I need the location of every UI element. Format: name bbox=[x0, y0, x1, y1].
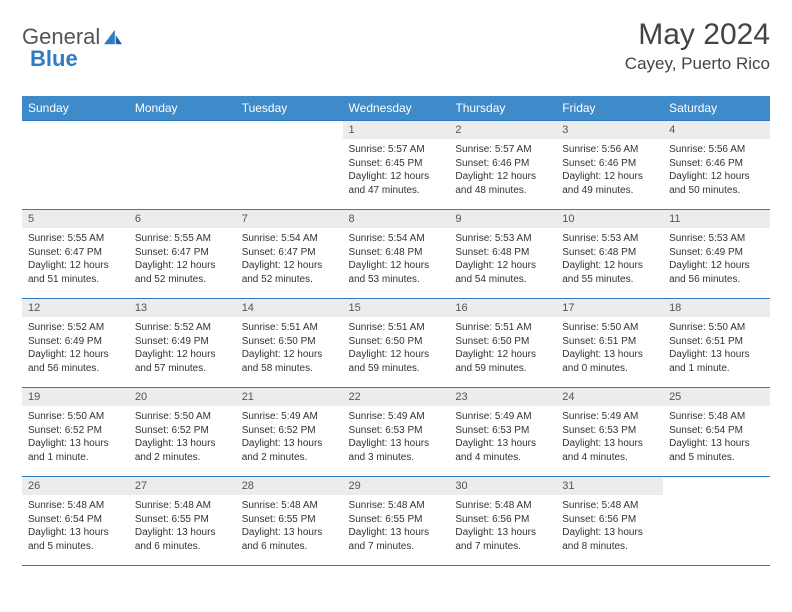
day-details: Sunrise: 5:48 AMSunset: 6:54 PMDaylight:… bbox=[22, 495, 129, 566]
day-details: Sunrise: 5:50 AMSunset: 6:51 PMDaylight:… bbox=[663, 317, 770, 388]
day-number: 6 bbox=[129, 210, 236, 229]
day-details: Sunrise: 5:49 AMSunset: 6:52 PMDaylight:… bbox=[236, 406, 343, 477]
day-details: Sunrise: 5:50 AMSunset: 6:52 PMDaylight:… bbox=[129, 406, 236, 477]
day-number: 19 bbox=[22, 388, 129, 407]
day-details: Sunrise: 5:49 AMSunset: 6:53 PMDaylight:… bbox=[449, 406, 556, 477]
day-details: Sunrise: 5:49 AMSunset: 6:53 PMDaylight:… bbox=[556, 406, 663, 477]
day-details: Sunrise: 5:57 AMSunset: 6:46 PMDaylight:… bbox=[449, 139, 556, 210]
day-number: 15 bbox=[343, 299, 450, 318]
calendar-table: SundayMondayTuesdayWednesdayThursdayFrid… bbox=[22, 96, 770, 566]
week-daynum-row: 262728293031 bbox=[22, 477, 770, 496]
day-details: Sunrise: 5:49 AMSunset: 6:53 PMDaylight:… bbox=[343, 406, 450, 477]
day-number: 30 bbox=[449, 477, 556, 496]
day-number: 22 bbox=[343, 388, 450, 407]
day-number: 9 bbox=[449, 210, 556, 229]
week-detail-row: Sunrise: 5:55 AMSunset: 6:47 PMDaylight:… bbox=[22, 228, 770, 299]
day-header-wednesday: Wednesday bbox=[343, 96, 450, 121]
day-header-tuesday: Tuesday bbox=[236, 96, 343, 121]
day-header-sunday: Sunday bbox=[22, 96, 129, 121]
day-number: 3 bbox=[556, 121, 663, 140]
sail-icon bbox=[102, 28, 124, 46]
day-number: 4 bbox=[663, 121, 770, 140]
day-header-saturday: Saturday bbox=[663, 96, 770, 121]
day-details bbox=[129, 139, 236, 210]
day-number bbox=[663, 477, 770, 496]
day-details: Sunrise: 5:55 AMSunset: 6:47 PMDaylight:… bbox=[22, 228, 129, 299]
day-number: 27 bbox=[129, 477, 236, 496]
day-number: 13 bbox=[129, 299, 236, 318]
day-details: Sunrise: 5:56 AMSunset: 6:46 PMDaylight:… bbox=[663, 139, 770, 210]
day-details: Sunrise: 5:56 AMSunset: 6:46 PMDaylight:… bbox=[556, 139, 663, 210]
day-details: Sunrise: 5:50 AMSunset: 6:51 PMDaylight:… bbox=[556, 317, 663, 388]
day-number: 31 bbox=[556, 477, 663, 496]
day-number: 21 bbox=[236, 388, 343, 407]
day-details: Sunrise: 5:52 AMSunset: 6:49 PMDaylight:… bbox=[129, 317, 236, 388]
day-details: Sunrise: 5:57 AMSunset: 6:45 PMDaylight:… bbox=[343, 139, 450, 210]
day-number: 28 bbox=[236, 477, 343, 496]
day-details: Sunrise: 5:48 AMSunset: 6:56 PMDaylight:… bbox=[449, 495, 556, 566]
day-number: 17 bbox=[556, 299, 663, 318]
page-header: General May 2024 Cayey, Puerto Rico bbox=[22, 18, 770, 74]
week-daynum-row: 1234 bbox=[22, 121, 770, 140]
day-header-monday: Monday bbox=[129, 96, 236, 121]
day-number bbox=[22, 121, 129, 140]
month-title: May 2024 bbox=[625, 18, 770, 52]
calendar-header-row: SundayMondayTuesdayWednesdayThursdayFrid… bbox=[22, 96, 770, 121]
day-details: Sunrise: 5:55 AMSunset: 6:47 PMDaylight:… bbox=[129, 228, 236, 299]
day-details: Sunrise: 5:53 AMSunset: 6:49 PMDaylight:… bbox=[663, 228, 770, 299]
week-detail-row: Sunrise: 5:50 AMSunset: 6:52 PMDaylight:… bbox=[22, 406, 770, 477]
day-details: Sunrise: 5:53 AMSunset: 6:48 PMDaylight:… bbox=[556, 228, 663, 299]
location-label: Cayey, Puerto Rico bbox=[625, 54, 770, 74]
week-detail-row: Sunrise: 5:57 AMSunset: 6:45 PMDaylight:… bbox=[22, 139, 770, 210]
day-number bbox=[129, 121, 236, 140]
day-details: Sunrise: 5:54 AMSunset: 6:48 PMDaylight:… bbox=[343, 228, 450, 299]
day-details: Sunrise: 5:50 AMSunset: 6:52 PMDaylight:… bbox=[22, 406, 129, 477]
week-detail-row: Sunrise: 5:48 AMSunset: 6:54 PMDaylight:… bbox=[22, 495, 770, 566]
week-daynum-row: 567891011 bbox=[22, 210, 770, 229]
day-details: Sunrise: 5:52 AMSunset: 6:49 PMDaylight:… bbox=[22, 317, 129, 388]
day-details: Sunrise: 5:48 AMSunset: 6:55 PMDaylight:… bbox=[129, 495, 236, 566]
day-details bbox=[236, 139, 343, 210]
day-number bbox=[236, 121, 343, 140]
day-number: 29 bbox=[343, 477, 450, 496]
day-details: Sunrise: 5:51 AMSunset: 6:50 PMDaylight:… bbox=[236, 317, 343, 388]
day-number: 26 bbox=[22, 477, 129, 496]
day-details: Sunrise: 5:54 AMSunset: 6:47 PMDaylight:… bbox=[236, 228, 343, 299]
day-details: Sunrise: 5:48 AMSunset: 6:54 PMDaylight:… bbox=[663, 406, 770, 477]
logo-text-blue: Blue bbox=[30, 46, 78, 71]
day-details: Sunrise: 5:48 AMSunset: 6:55 PMDaylight:… bbox=[343, 495, 450, 566]
title-block: May 2024 Cayey, Puerto Rico bbox=[625, 18, 770, 74]
day-details bbox=[22, 139, 129, 210]
day-number: 20 bbox=[129, 388, 236, 407]
day-header-friday: Friday bbox=[556, 96, 663, 121]
day-details bbox=[663, 495, 770, 566]
day-number: 5 bbox=[22, 210, 129, 229]
day-details: Sunrise: 5:48 AMSunset: 6:55 PMDaylight:… bbox=[236, 495, 343, 566]
day-number: 24 bbox=[556, 388, 663, 407]
day-number: 12 bbox=[22, 299, 129, 318]
day-number: 18 bbox=[663, 299, 770, 318]
day-number: 10 bbox=[556, 210, 663, 229]
day-number: 2 bbox=[449, 121, 556, 140]
day-number: 8 bbox=[343, 210, 450, 229]
day-details: Sunrise: 5:51 AMSunset: 6:50 PMDaylight:… bbox=[449, 317, 556, 388]
day-number: 25 bbox=[663, 388, 770, 407]
day-number: 16 bbox=[449, 299, 556, 318]
day-header-thursday: Thursday bbox=[449, 96, 556, 121]
day-details: Sunrise: 5:48 AMSunset: 6:56 PMDaylight:… bbox=[556, 495, 663, 566]
day-number: 23 bbox=[449, 388, 556, 407]
day-details: Sunrise: 5:51 AMSunset: 6:50 PMDaylight:… bbox=[343, 317, 450, 388]
logo-line2: Blue bbox=[30, 46, 78, 72]
week-detail-row: Sunrise: 5:52 AMSunset: 6:49 PMDaylight:… bbox=[22, 317, 770, 388]
day-number: 11 bbox=[663, 210, 770, 229]
day-number: 1 bbox=[343, 121, 450, 140]
day-details: Sunrise: 5:53 AMSunset: 6:48 PMDaylight:… bbox=[449, 228, 556, 299]
day-number: 14 bbox=[236, 299, 343, 318]
day-number: 7 bbox=[236, 210, 343, 229]
week-daynum-row: 12131415161718 bbox=[22, 299, 770, 318]
week-daynum-row: 19202122232425 bbox=[22, 388, 770, 407]
